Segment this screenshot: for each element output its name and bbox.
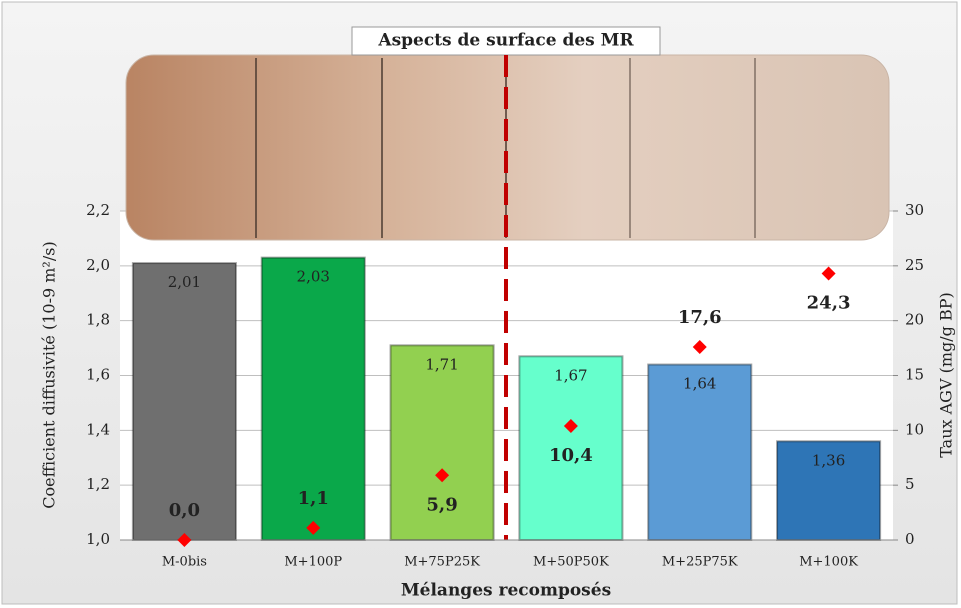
bar-value-label: 1,64	[683, 375, 716, 393]
y-tick-label: 2,0	[86, 256, 110, 274]
y-tick-label: 1,4	[86, 420, 110, 438]
x-tick-label: M-0bis	[162, 555, 207, 570]
bar-value-label: 2,01	[168, 273, 201, 291]
y-tick-label: 1,0	[86, 530, 110, 548]
point	[692, 339, 707, 354]
bar-value-label: 1,67	[554, 366, 587, 384]
bar-value-label: 1,36	[812, 451, 845, 469]
y2-tick-label: 10	[905, 420, 924, 438]
y-axis-label: Coefficient diffusivité (10-9 m²/s)	[40, 241, 59, 508]
point	[177, 533, 192, 547]
x-axis-label: Mélanges recomposés	[401, 581, 611, 601]
bar-value-label: 2,03	[297, 268, 330, 286]
point-value-label: 1,1	[298, 488, 329, 509]
y-tick-label: 2,2	[86, 201, 110, 219]
y2-tick-label: 15	[905, 366, 924, 384]
y2-tick-label: 20	[905, 311, 924, 329]
bar-value-label: 1,71	[425, 355, 458, 373]
point-value-label: 0,0	[169, 500, 200, 521]
photo-strip	[125, 54, 890, 241]
x-tick-label: M+50P50K	[533, 555, 609, 570]
point-value-label: 5,9	[426, 494, 457, 515]
x-tick-label: M+100K	[799, 555, 858, 570]
x-tick-label: M+75P25K	[404, 555, 480, 570]
x-tick-label: M+100P	[284, 555, 342, 570]
y2-axis-label: Taux AGV (mg/g BP)	[937, 292, 956, 458]
bar	[131, 262, 237, 541]
y-tick-label: 1,6	[86, 366, 110, 384]
chart-title: Aspects de surface des MR	[377, 31, 634, 51]
y2-tick-label: 0	[905, 530, 915, 548]
point	[306, 520, 321, 535]
bar	[260, 256, 366, 541]
bar	[389, 344, 495, 542]
point	[435, 468, 450, 483]
y2-tick-label: 25	[905, 256, 924, 274]
y2-tick-label: 5	[905, 475, 915, 493]
x-tick-label: M+25P75K	[662, 555, 738, 570]
y-tick-label: 1,2	[86, 475, 110, 493]
point-value-label: 17,6	[678, 307, 722, 328]
y2-tick-label: 30	[905, 201, 924, 219]
y-tick-label: 1,8	[86, 311, 110, 329]
point-value-label: 10,4	[549, 445, 593, 466]
point	[821, 266, 836, 281]
point-value-label: 24,3	[807, 293, 851, 314]
point	[563, 418, 578, 433]
title-box	[351, 26, 661, 56]
